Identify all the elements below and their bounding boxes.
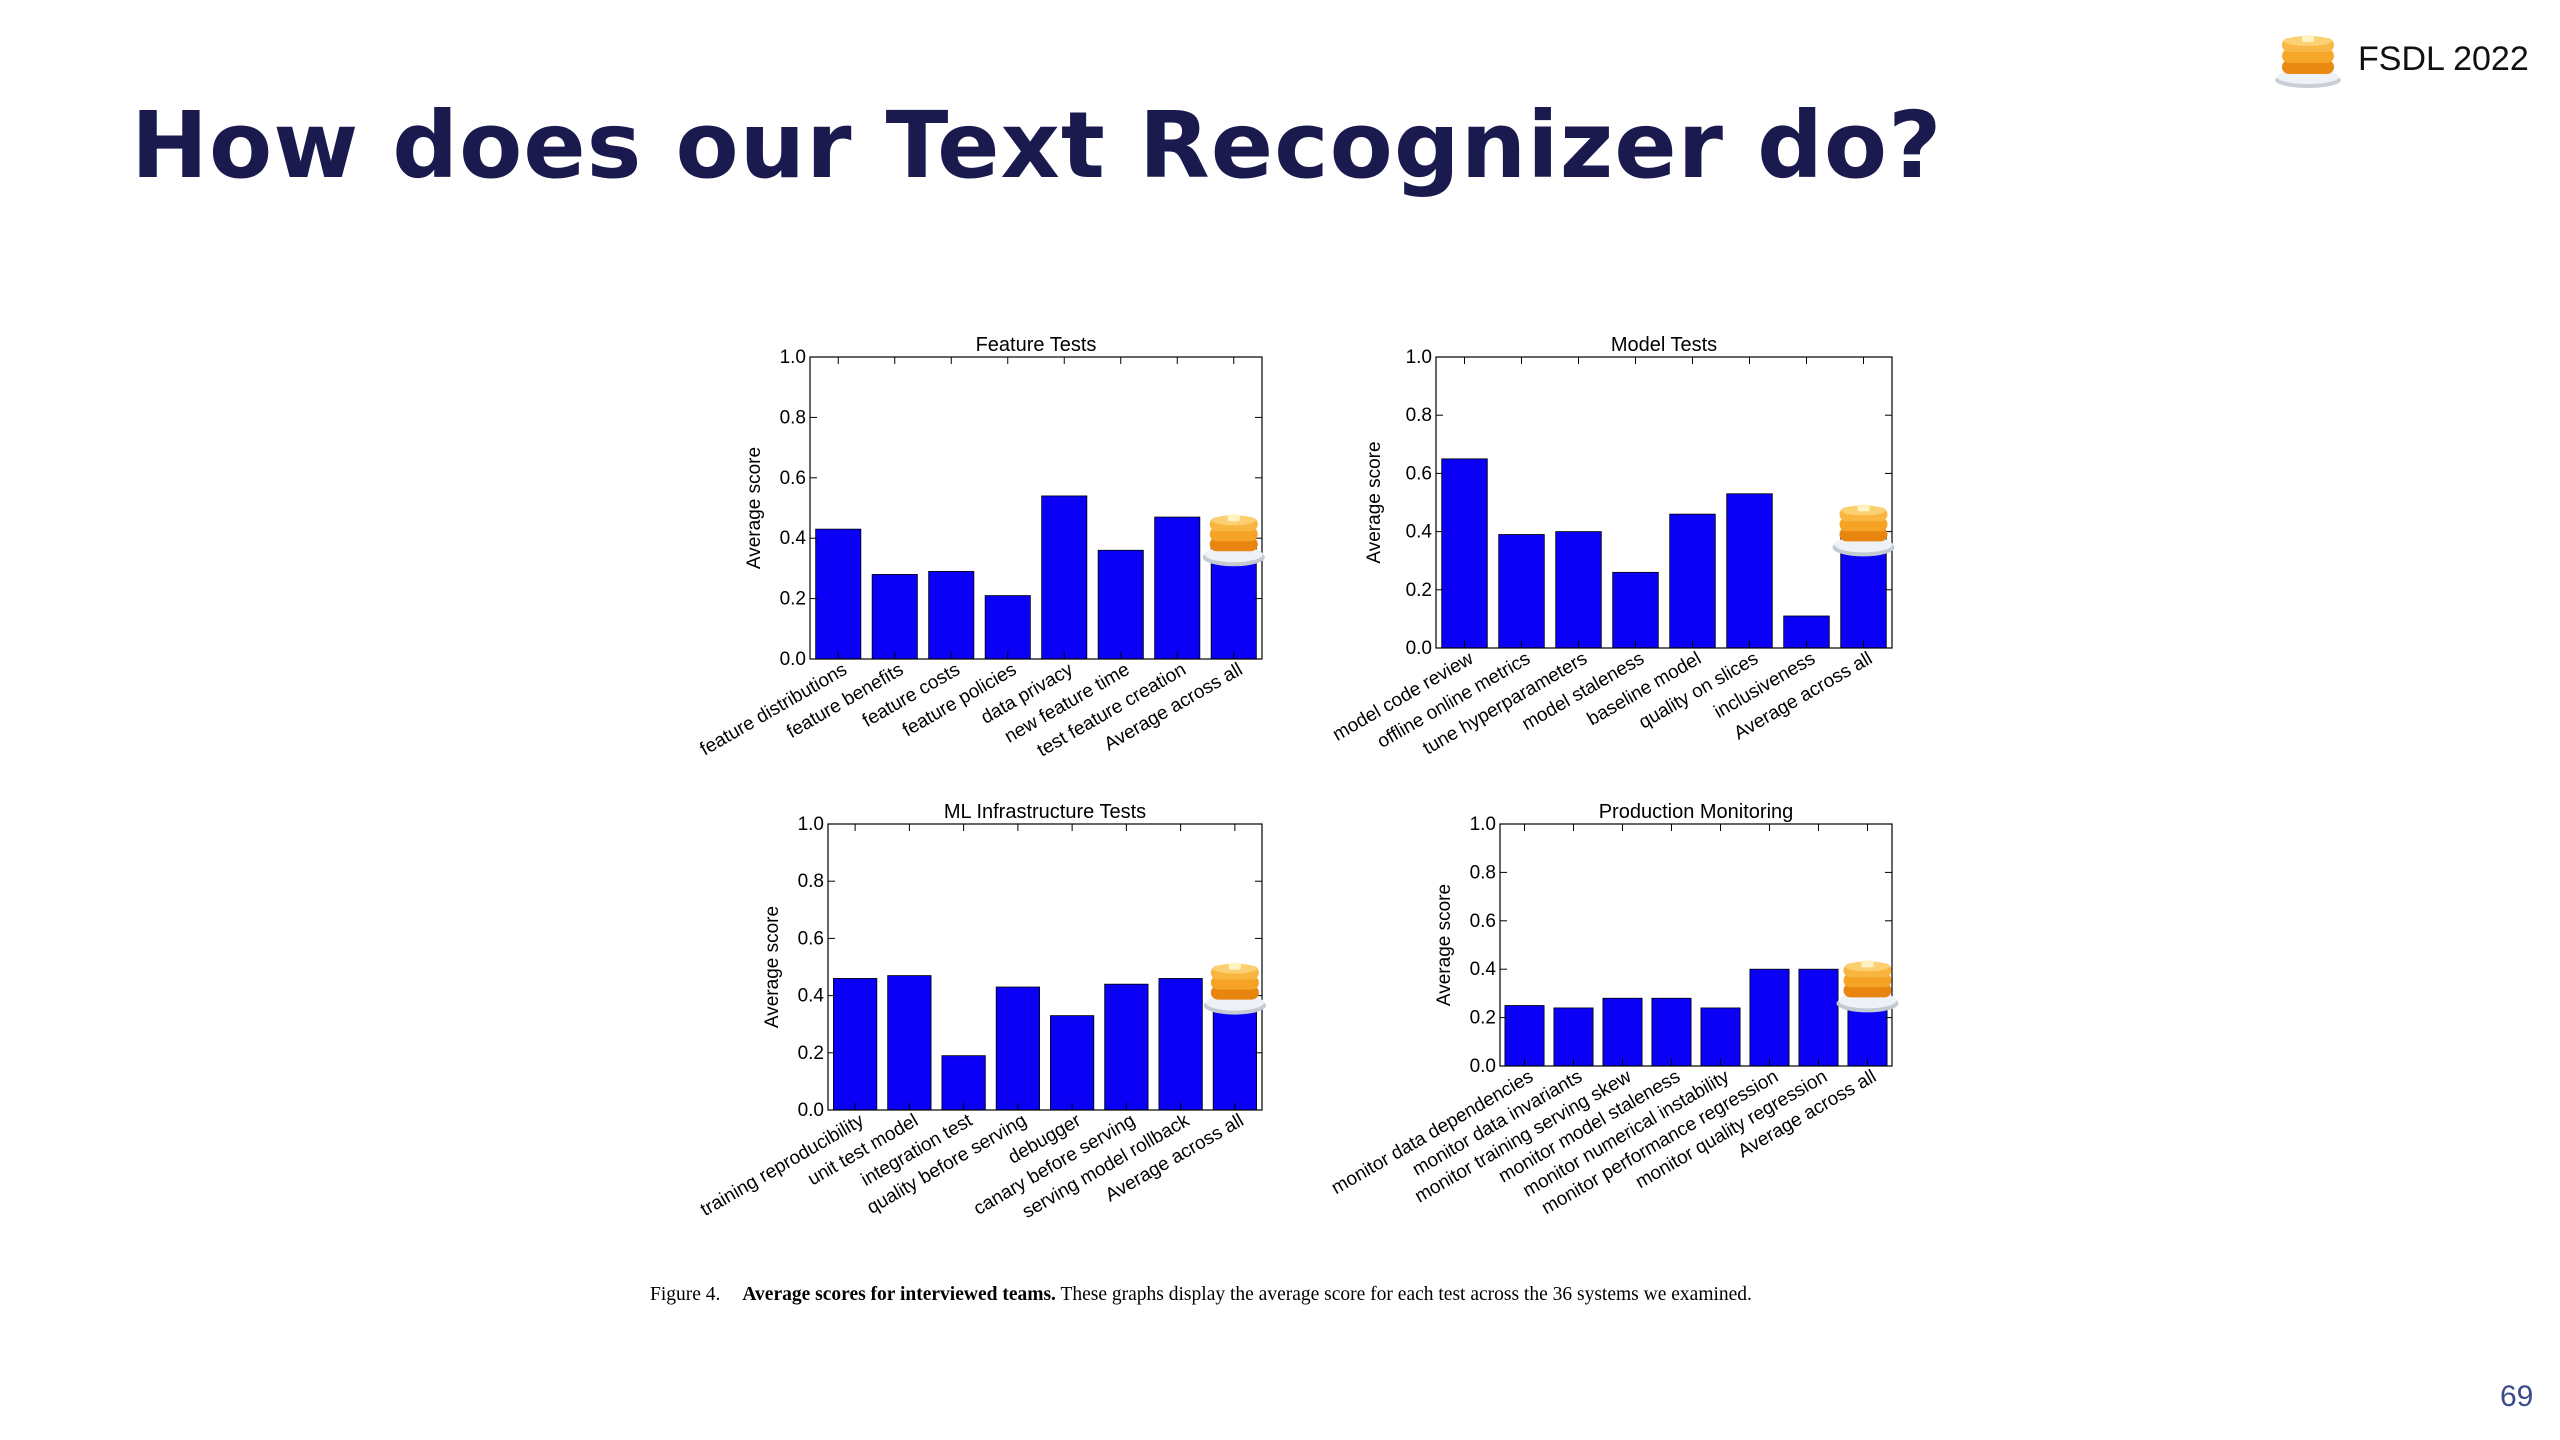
y-tick-label: 1.0 — [1470, 814, 1496, 835]
bar — [887, 975, 932, 1111]
y-tick-label: 0.8 — [1406, 405, 1432, 426]
bar — [833, 978, 878, 1111]
bar — [1504, 1005, 1545, 1067]
page-number: 69 — [2500, 1380, 2534, 1413]
y-tick-label: 0.8 — [798, 871, 824, 892]
axes-frame — [1499, 823, 1893, 1067]
y-tick-label: 0.8 — [1470, 862, 1496, 883]
y-axis-label: Average score — [1434, 884, 1455, 1006]
y-axis-label: Average score — [1364, 441, 1385, 563]
bar — [984, 595, 1031, 660]
caption-bold: Average scores for interviewed teams. — [742, 1284, 1056, 1305]
bar — [1602, 997, 1643, 1067]
y-tick-label: 0.0 — [798, 1100, 824, 1121]
y-tick-label: 0.2 — [798, 1043, 824, 1064]
chart-title: Feature Tests — [976, 334, 1097, 356]
brand: FSDL 2022 — [2272, 30, 2542, 90]
y-tick-label: 0.4 — [798, 986, 825, 1007]
bar — [1669, 513, 1716, 649]
chart-title: ML Infrastructure Tests — [944, 801, 1146, 823]
y-tick-label: 0.4 — [780, 528, 807, 549]
brand-text: FSDL 2022 — [2358, 40, 2529, 78]
bar — [1158, 978, 1203, 1111]
bar — [1097, 549, 1144, 660]
bar — [1612, 571, 1659, 649]
y-axis-label: Average score — [762, 906, 783, 1028]
axes-frame — [809, 356, 1263, 660]
y-tick-label: 1.0 — [798, 814, 824, 835]
pancake-stack-icon — [1836, 960, 1899, 1013]
pancake-stack-icon — [1832, 504, 1895, 557]
bar — [1104, 983, 1149, 1111]
bar — [1154, 516, 1201, 660]
y-tick-label: 0.6 — [780, 468, 806, 489]
bar — [1726, 493, 1773, 649]
y-tick-label: 1.0 — [780, 347, 806, 368]
bar — [995, 986, 1040, 1111]
y-tick-label: 0.8 — [780, 407, 806, 428]
bar — [1050, 1015, 1095, 1111]
bar — [1441, 458, 1488, 649]
pancake-butter — [1861, 960, 1874, 968]
pancake-butter — [1228, 962, 1241, 970]
chart-title: Model Tests — [1611, 334, 1717, 356]
y-tick-label: 0.0 — [780, 649, 806, 670]
bar — [1700, 1007, 1741, 1067]
caption-label: Figure 4. — [650, 1284, 721, 1305]
pancake-butter — [1227, 514, 1240, 522]
bar — [941, 1055, 986, 1111]
chart-title: Production Monitoring — [1599, 801, 1794, 823]
bar — [1798, 968, 1839, 1067]
y-tick-label: 0.6 — [1470, 911, 1496, 932]
slide-title: How does our Text Recognizer do? — [131, 92, 1943, 199]
y-tick-label: 0.2 — [1406, 580, 1432, 601]
y-tick-label: 1.0 — [1406, 347, 1432, 368]
y-tick-label: 0.2 — [1470, 1008, 1496, 1029]
bar — [815, 528, 862, 660]
y-tick-label: 0.4 — [1406, 522, 1433, 543]
y-axis-label: Average score — [744, 447, 765, 569]
bar — [1041, 495, 1088, 660]
y-tick-label: 0.0 — [1406, 638, 1432, 659]
bar — [928, 571, 975, 660]
bar — [1749, 968, 1790, 1067]
figure-caption: Figure 4. Average scores for interviewed … — [650, 1284, 1920, 1306]
pancake-stack-icon — [1203, 962, 1266, 1015]
y-tick-label: 0.0 — [1470, 1056, 1496, 1077]
bar — [1555, 531, 1602, 649]
figure: 0.0 0.2 0.4 0.6 0.8 1.0 feature distributions f… — [600, 320, 1960, 1260]
caption-text: These graphs display the average score f… — [1060, 1284, 1752, 1305]
pancake-butter — [1857, 504, 1870, 512]
y-tick-label: 0.6 — [798, 928, 824, 949]
axes-frame — [827, 823, 1263, 1111]
y-tick-label: 0.2 — [780, 589, 806, 610]
bar — [871, 574, 918, 660]
pancake-stack-icon — [1202, 514, 1265, 567]
bar — [1553, 1007, 1594, 1067]
bar — [1212, 995, 1257, 1111]
bar — [1498, 534, 1545, 649]
y-tick-label: 0.6 — [1406, 463, 1432, 484]
bar — [1651, 997, 1692, 1067]
axes-frame — [1435, 356, 1893, 649]
pancake-stack-icon — [2275, 35, 2341, 88]
y-tick-label: 0.4 — [1470, 959, 1497, 980]
